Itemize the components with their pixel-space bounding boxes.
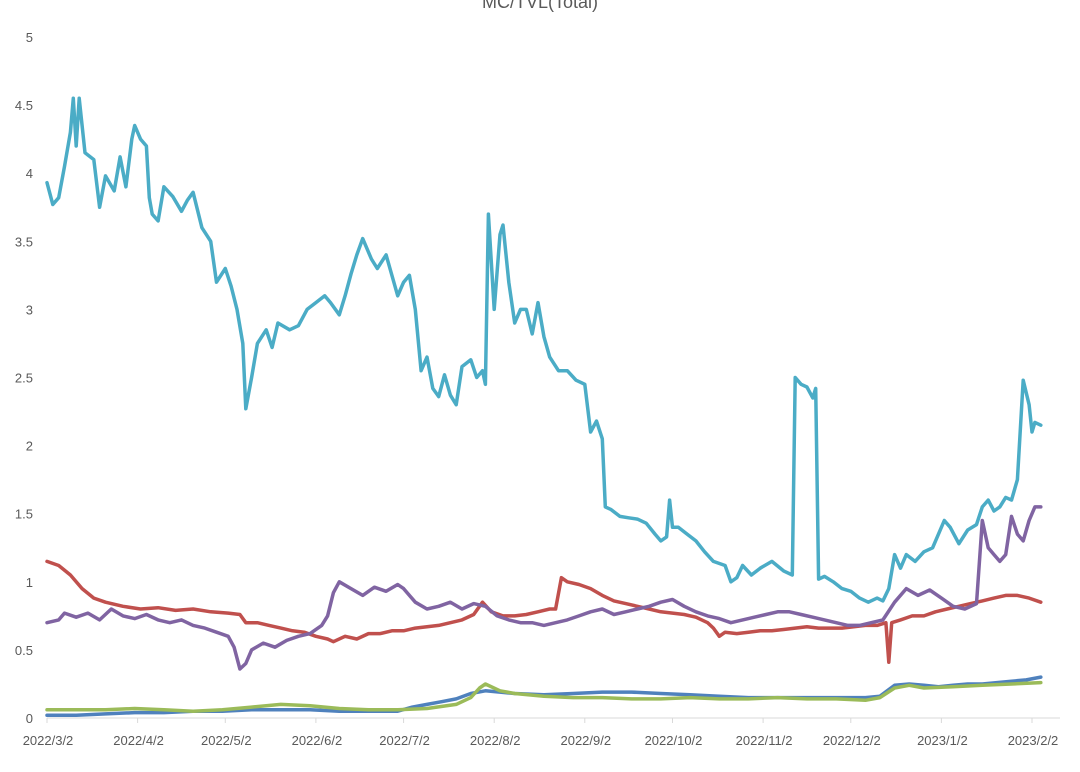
series-line-5 <box>45 680 1043 713</box>
y-tick-label: 4 <box>26 166 33 181</box>
x-tick-label: 2022/8/2 <box>470 733 521 748</box>
x-tick-label: 2022/11/2 <box>736 733 793 748</box>
y-axis: 0 0.5 1 1.5 2 2.5 3 3.5 4 4.5 5 <box>15 30 33 726</box>
x-tick-label: 2022/9/2 <box>560 733 611 748</box>
y-tick-label: 3.5 <box>15 234 33 249</box>
x-tick-label: 2023/2/2 <box>1008 733 1059 748</box>
series-line-1 <box>45 96 1043 604</box>
y-tick-label: 2.5 <box>15 371 33 386</box>
x-tick-label: 2022/6/2 <box>292 733 343 748</box>
y-tick-label: 2 <box>26 439 33 454</box>
y-tick-label: 1.5 <box>15 507 33 522</box>
x-axis: 2022/3/2 2022/4/2 2022/5/2 2022/6/2 2022/7/2… <box>23 717 1060 748</box>
series-line-3 <box>45 505 1043 671</box>
x-tick-label: 2022/3/2 <box>23 733 74 748</box>
legend-entry: — — — — — — — — — — — — — — <box>434 769 645 772</box>
x-tick-label: 2022/4/2 <box>113 733 164 748</box>
x-tick-label: 2022/5/2 <box>201 733 252 748</box>
y-tick-label: 0.5 <box>15 643 33 658</box>
legend: — — — — — — — — — — — — — — <box>434 769 645 772</box>
x-tick-label: 2022/10/2 <box>645 733 703 748</box>
y-tick-label: 5 <box>26 30 33 45</box>
y-tick-label: 3 <box>26 302 33 317</box>
chart-title: MC/TVL(Total) <box>482 0 598 12</box>
x-tick-label: 2022/12/2 <box>823 733 881 748</box>
x-tick-label: 2022/7/2 <box>379 733 430 748</box>
series-line-2 <box>45 559 1043 664</box>
series-layer <box>45 96 1043 718</box>
x-tick-label: 2023/1/2 <box>917 733 968 748</box>
y-tick-label: 4.5 <box>15 98 33 113</box>
y-tick-label: 0 <box>26 711 33 726</box>
y-tick-label: 1 <box>26 575 33 590</box>
